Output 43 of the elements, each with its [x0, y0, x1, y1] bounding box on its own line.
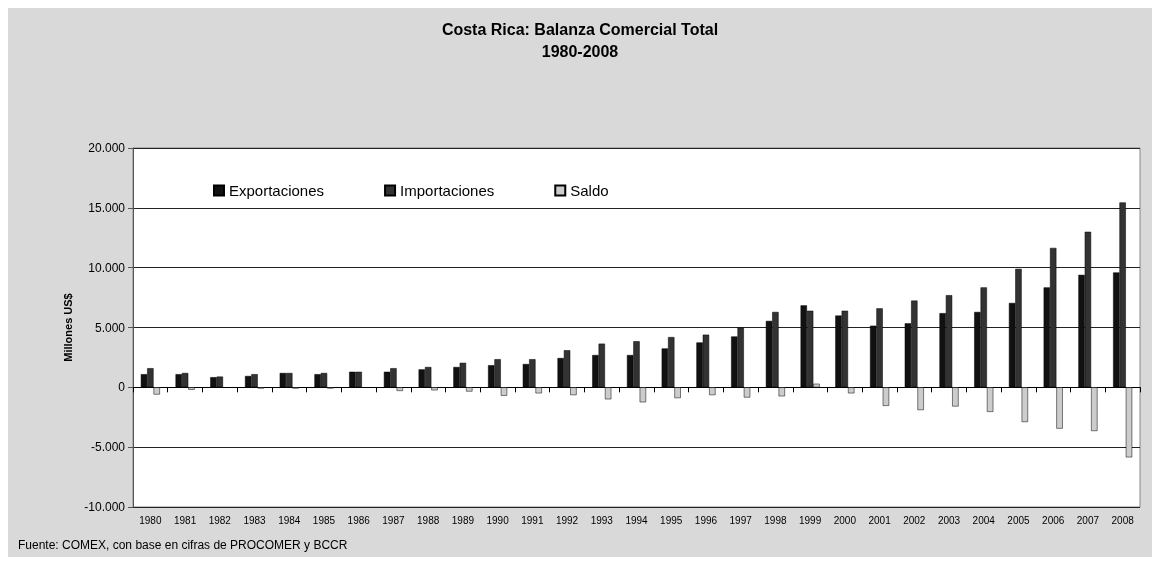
x-tick-label: 1989	[451, 514, 475, 526]
x-tick-label: 1991	[521, 514, 544, 526]
x-tick-label: 1986	[347, 514, 371, 526]
x-tick-label: 1984	[278, 514, 301, 526]
y-tick-label: 20.000	[88, 141, 126, 155]
x-tick-label: 2001	[868, 514, 892, 526]
x-tick-label: 1994	[625, 514, 649, 526]
x-tick-label: 1983	[243, 514, 267, 526]
chart-subtitle: 1980-2008	[541, 42, 619, 60]
x-tick-label: 1988	[417, 514, 440, 526]
legend-label: Importaciones	[400, 182, 495, 199]
legend-label: Exportaciones	[229, 182, 325, 199]
x-tick-label: 2004	[972, 514, 996, 526]
x-tick-label: 2006	[1042, 514, 1065, 526]
x-tick-label: 1993	[590, 514, 614, 526]
x-tick-label: 1990	[486, 514, 510, 526]
x-tick-label: 1999	[799, 514, 822, 526]
x-tick-label: 2000	[833, 514, 857, 526]
x-tick-label: 1982	[208, 514, 232, 526]
x-tick-label: 2002	[903, 514, 926, 526]
y-tick-label: 15.000	[88, 200, 126, 215]
source-note: Fuente: COMEX, con base en cifras de PROCOMER y BCCR	[18, 538, 348, 552]
x-tick-label: 1985	[312, 514, 336, 526]
x-tick-label: 1987	[382, 514, 405, 526]
x-tick-label: 2003	[937, 514, 961, 526]
x-tick-label: 2005	[1007, 514, 1031, 526]
x-tick-label: 1998	[764, 514, 787, 526]
x-tick-label: 1980	[139, 514, 162, 526]
y-axis-title: Millones US$	[61, 293, 74, 362]
y-tick-label: 10.000	[88, 260, 126, 275]
x-tick-label: 1981	[173, 514, 197, 526]
y-tick-label: -5.000	[90, 440, 126, 455]
x-tick-label: 1996	[694, 514, 718, 526]
x-tick-label: 2008	[1111, 514, 1135, 526]
chart-title: Costa Rica: Balanza Comercial Total	[441, 20, 719, 38]
x-tick-label: 1995	[660, 514, 683, 526]
y-tick-label: -10.000	[84, 500, 126, 514]
y-tick-label: 0	[118, 380, 126, 395]
x-tick-label: 1992	[555, 514, 579, 526]
x-tick-label: 2007	[1076, 514, 1100, 526]
y-tick-label: 5.000	[94, 320, 126, 335]
legend-label: Saldo	[570, 182, 609, 199]
x-tick-label: 1997	[729, 514, 753, 526]
